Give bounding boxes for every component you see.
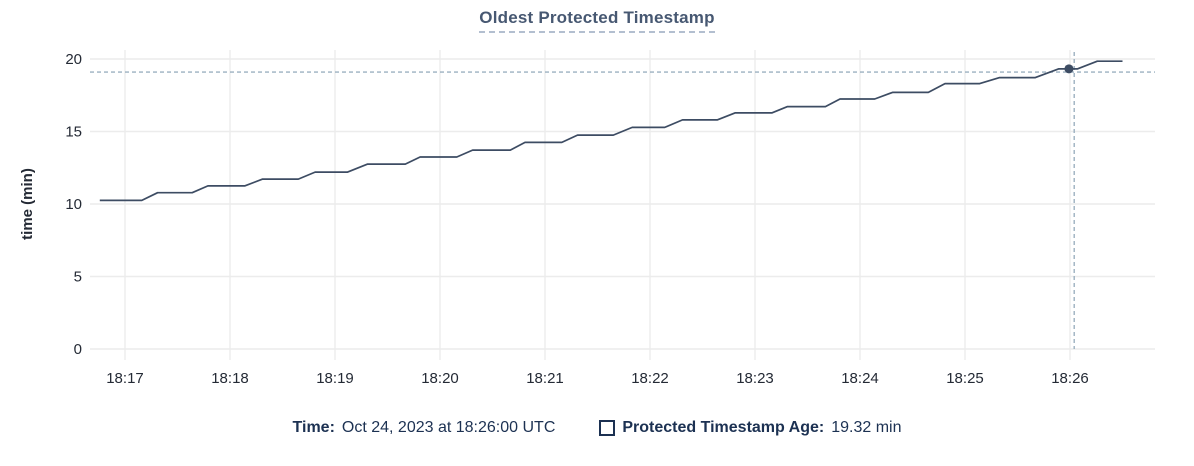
x-tick-label: 18:22 bbox=[631, 370, 669, 387]
chart-title-text[interactable]: Oldest Protected Timestamp bbox=[479, 8, 715, 33]
y-tick-label: 0 bbox=[74, 341, 82, 358]
x-tick-label: 18:25 bbox=[946, 370, 984, 387]
y-tick-label: 15 bbox=[65, 124, 82, 141]
x-tick-label: 18:26 bbox=[1051, 370, 1089, 387]
x-tick-label: 18:21 bbox=[526, 370, 564, 387]
legend-series-value: 19.32 min bbox=[831, 419, 902, 436]
y-tick-label: 20 bbox=[65, 51, 82, 68]
chart-title: Oldest Protected Timestamp bbox=[0, 8, 1194, 33]
legend-time-value: Oct 24, 2023 at 18:26:00 UTC bbox=[341, 419, 556, 436]
series-line[interactable] bbox=[99, 60, 1123, 202]
x-tick-label: 18:23 bbox=[736, 370, 774, 387]
x-tick-label: 18:18 bbox=[211, 370, 249, 387]
y-axis-title: time (min) bbox=[19, 168, 36, 240]
chart-legend: Time: Oct 24, 2023 at 18:26:00 UTC Prote… bbox=[0, 419, 1194, 437]
y-tick-label: 10 bbox=[65, 196, 82, 213]
legend-time-label: Time: bbox=[292, 419, 335, 436]
y-tick-label: 5 bbox=[74, 269, 82, 286]
x-tick-label: 18:20 bbox=[421, 370, 459, 387]
series-checkbox-swatch[interactable] bbox=[599, 420, 616, 436]
x-tick-label: 18:17 bbox=[106, 370, 144, 387]
legend-series-label[interactable]: Protected Timestamp Age: bbox=[622, 419, 825, 436]
hover-dot bbox=[1064, 64, 1074, 74]
x-tick-label: 18:19 bbox=[316, 370, 354, 387]
x-tick-label: 18:24 bbox=[841, 370, 879, 387]
